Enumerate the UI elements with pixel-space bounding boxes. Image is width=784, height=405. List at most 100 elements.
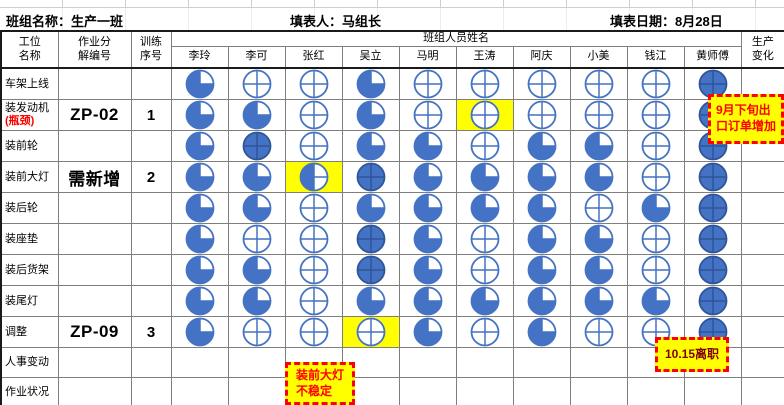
station-label-2[interactable]: 装前轮 bbox=[0, 130, 59, 162]
skill-cell-r4-c4[interactable] bbox=[398, 192, 457, 224]
skill-cell-r7-c7[interactable] bbox=[569, 285, 628, 317]
skill-cell-r2-c3[interactable] bbox=[341, 130, 400, 162]
job-code-cell-6[interactable] bbox=[57, 254, 132, 286]
station-label-4[interactable]: 装后轮 bbox=[0, 192, 59, 224]
skill-cell-r8-c0[interactable] bbox=[170, 316, 229, 348]
station-label-7[interactable]: 装尾灯 bbox=[0, 285, 59, 317]
skill-cell-r0-c9[interactable] bbox=[683, 67, 742, 100]
train-no-cell-3[interactable]: 2 bbox=[130, 161, 172, 193]
skill-cell-r5-c5[interactable] bbox=[455, 223, 514, 255]
skill-cell-r7-c3[interactable] bbox=[341, 285, 400, 317]
skill-cell-r2-c7[interactable] bbox=[569, 130, 628, 162]
train-no-cell-7[interactable] bbox=[130, 285, 172, 317]
header-production-change[interactable]: 生产 变化 bbox=[740, 30, 784, 69]
skill-cell-r9-c4[interactable] bbox=[398, 347, 457, 378]
train-no-cell-9[interactable] bbox=[130, 347, 172, 378]
skill-cell-r8-c7[interactable] bbox=[569, 316, 628, 348]
train-no-cell-5[interactable] bbox=[130, 223, 172, 255]
job-code-cell-4[interactable] bbox=[57, 192, 132, 224]
member-name-col-2[interactable]: 张红 bbox=[284, 45, 343, 69]
skill-cell-r6-c1[interactable] bbox=[227, 254, 286, 286]
skill-cell-r9-c5[interactable] bbox=[455, 347, 514, 378]
skill-cell-r3-c2[interactable] bbox=[284, 161, 343, 193]
train-no-cell-2[interactable] bbox=[130, 130, 172, 162]
skill-cell-r6-c6[interactable] bbox=[512, 254, 571, 286]
member-name-col-9[interactable]: 黄师傅 bbox=[683, 45, 742, 69]
skill-cell-r6-c4[interactable] bbox=[398, 254, 457, 286]
member-name-col-4[interactable]: 马明 bbox=[398, 45, 457, 69]
member-name-col-0[interactable]: 李玲 bbox=[170, 45, 229, 69]
member-name-col-1[interactable]: 李可 bbox=[227, 45, 286, 69]
job-code-cell-0[interactable] bbox=[57, 67, 132, 100]
skill-cell-r5-c8[interactable] bbox=[626, 223, 685, 255]
job-code-cell-1[interactable]: ZP-02 bbox=[57, 99, 132, 131]
skill-cell-r9-c6[interactable] bbox=[512, 347, 571, 378]
job-code-cell-3[interactable]: 需新增 bbox=[57, 161, 132, 193]
skill-cell-r10-c0[interactable] bbox=[170, 377, 229, 405]
skill-cell-r4-c2[interactable] bbox=[284, 192, 343, 224]
skill-cell-r3-c7[interactable] bbox=[569, 161, 628, 193]
skill-cell-r4-c5[interactable] bbox=[455, 192, 514, 224]
header-station[interactable]: 工位 名称 bbox=[0, 30, 59, 69]
skill-cell-r10-c5[interactable] bbox=[455, 377, 514, 405]
skill-cell-r6-c8[interactable] bbox=[626, 254, 685, 286]
station-label-10[interactable]: 作业状况 bbox=[0, 377, 59, 405]
skill-cell-r8-c1[interactable] bbox=[227, 316, 286, 348]
skill-cell-r10-c9[interactable] bbox=[683, 377, 742, 405]
skill-cell-r5-c7[interactable] bbox=[569, 223, 628, 255]
skill-cell-r6-c7[interactable] bbox=[569, 254, 628, 286]
skill-cell-r3-c4[interactable] bbox=[398, 161, 457, 193]
skill-cell-r4-c9[interactable] bbox=[683, 192, 742, 224]
skill-cell-r8-c2[interactable] bbox=[284, 316, 343, 348]
skill-cell-r6-c3[interactable] bbox=[341, 254, 400, 286]
skill-cell-r0-c1[interactable] bbox=[227, 67, 286, 100]
skill-cell-r10-c6[interactable] bbox=[512, 377, 571, 405]
train-no-cell-10[interactable] bbox=[130, 377, 172, 405]
job-code-cell-2[interactable] bbox=[57, 130, 132, 162]
skill-cell-r4-c1[interactable] bbox=[227, 192, 286, 224]
skill-cell-r0-c6[interactable] bbox=[512, 67, 571, 100]
station-label-0[interactable]: 车架上线 bbox=[0, 67, 59, 100]
production-change-cell-6[interactable] bbox=[740, 254, 784, 286]
skill-cell-r6-c0[interactable] bbox=[170, 254, 229, 286]
skill-cell-r8-c5[interactable] bbox=[455, 316, 514, 348]
skill-cell-r1-c5[interactable] bbox=[455, 99, 514, 131]
skill-cell-r2-c2[interactable] bbox=[284, 130, 343, 162]
note-export-orders-increase[interactable]: 9月下旬出 口订单增加 bbox=[708, 94, 784, 144]
job-code-cell-9[interactable] bbox=[57, 347, 132, 378]
skill-cell-r3-c6[interactable] bbox=[512, 161, 571, 193]
skill-cell-r7-c2[interactable] bbox=[284, 285, 343, 317]
skill-cell-r0-c7[interactable] bbox=[569, 67, 628, 100]
production-change-cell-9[interactable] bbox=[740, 347, 784, 378]
skill-cell-r1-c7[interactable] bbox=[569, 99, 628, 131]
skill-cell-r2-c4[interactable] bbox=[398, 130, 457, 162]
member-name-col-7[interactable]: 小美 bbox=[569, 45, 628, 69]
station-label-5[interactable]: 装座垫 bbox=[0, 223, 59, 255]
job-code-cell-8[interactable]: ZP-09 bbox=[57, 316, 132, 348]
station-label-6[interactable]: 装后货架 bbox=[0, 254, 59, 286]
train-no-cell-8[interactable]: 3 bbox=[130, 316, 172, 348]
skill-cell-r4-c8[interactable] bbox=[626, 192, 685, 224]
skill-cell-r5-c6[interactable] bbox=[512, 223, 571, 255]
skill-cell-r1-c8[interactable] bbox=[626, 99, 685, 131]
header-members-group[interactable]: 班组人员姓名 bbox=[170, 30, 742, 47]
skill-cell-r4-c0[interactable] bbox=[170, 192, 229, 224]
production-change-cell-5[interactable] bbox=[740, 223, 784, 255]
skill-cell-r10-c1[interactable] bbox=[227, 377, 286, 405]
skill-cell-r7-c8[interactable] bbox=[626, 285, 685, 317]
skill-cell-r4-c6[interactable] bbox=[512, 192, 571, 224]
production-change-cell-3[interactable] bbox=[740, 161, 784, 193]
skill-cell-r5-c2[interactable] bbox=[284, 223, 343, 255]
job-code-cell-5[interactable] bbox=[57, 223, 132, 255]
member-name-col-8[interactable]: 钱江 bbox=[626, 45, 685, 69]
skill-cell-r2-c5[interactable] bbox=[455, 130, 514, 162]
skill-cell-r7-c0[interactable] bbox=[170, 285, 229, 317]
note-headlight-unstable[interactable]: 装前大灯 不稳定 bbox=[285, 362, 355, 405]
skill-cell-r0-c8[interactable] bbox=[626, 67, 685, 100]
station-label-8[interactable]: 调整 bbox=[0, 316, 59, 348]
skill-cell-r5-c9[interactable] bbox=[683, 223, 742, 255]
skill-cell-r8-c3[interactable] bbox=[341, 316, 400, 348]
skill-cell-r2-c1[interactable] bbox=[227, 130, 286, 162]
skill-cell-r9-c7[interactable] bbox=[569, 347, 628, 378]
skill-cell-r7-c9[interactable] bbox=[683, 285, 742, 317]
